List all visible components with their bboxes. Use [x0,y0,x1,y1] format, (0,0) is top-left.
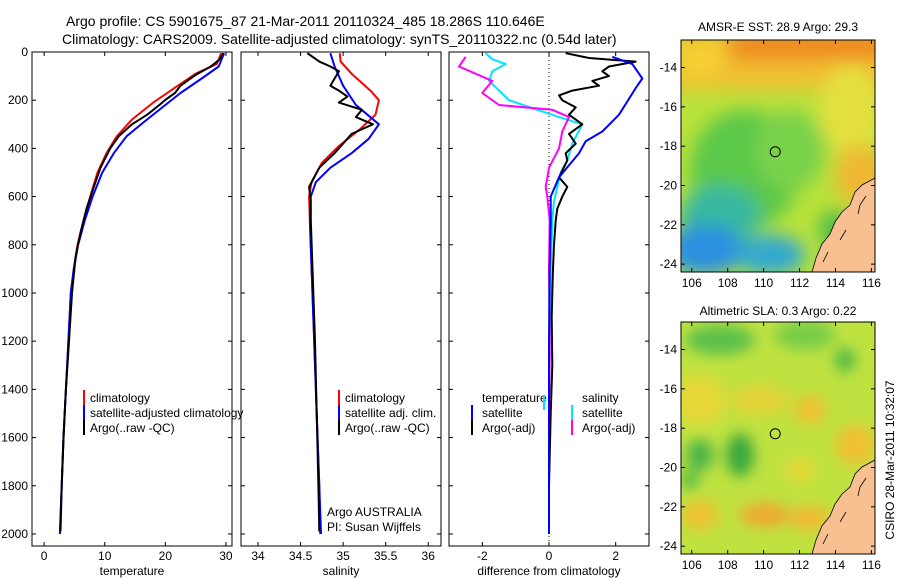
map-x-tick-label: 110 [754,558,773,572]
legend-label-argo: Argo(..raw -QC) [345,421,430,435]
series-line-satellite-adjusted-climatology [58,52,226,535]
x-tick-label: 10 [98,549,112,563]
argo-country-note: Argo AUSTRALIA [327,505,422,519]
temperature-panel: 0 10 20 30 0 200 400 600 800 1000 1200 1400 1600 1800… [1,45,233,578]
map-x-tick-label: 116 [862,276,881,290]
credit-timestamp: CSIRO 28-Mar-2011 10:32:07 [883,380,897,540]
map-y-tick-label: -22 [660,500,678,514]
map-y-tick-label: -20 [660,460,678,474]
x-tick-label: 34 [251,549,265,563]
legend-label-satellite: satellite-adjusted climatology [90,406,243,420]
map-x-tick-label: 112 [790,558,809,572]
x-tick-label: 20 [159,549,173,563]
legend-label-satellite: satellite adj. clim. [345,406,436,420]
legend-label-temp-satellite: satellite [482,406,523,420]
x-tick-label: -2 [477,549,488,563]
sla-coast-detail [822,477,867,545]
y-tick-label: 1000 [1,286,28,300]
map-x-tick-label: 108 [718,276,738,290]
legend-label-sal-argo: Argo(-adj) [582,421,635,435]
x-tick-label: 36 [422,549,436,563]
map-x-tick-label: 106 [682,558,702,572]
map-y-tick-label: -20 [660,178,678,192]
map-x-tick-label: 116 [862,558,881,572]
series-line-argo-raw-qc- [59,52,224,532]
plot-frame [31,51,233,547]
sla-map-axes: 106 108 110 112 114 116 -14 -16 -18 -20 -22 -24 [660,322,881,572]
y-tick-label: 1600 [1,431,28,445]
x-tick-label: 2 [612,549,619,563]
sst-argo-location-marker [769,146,781,158]
sla-field [681,322,875,530]
map-x-tick-label: 110 [754,276,773,290]
legend-label-argo: Argo(..raw -QC) [90,421,175,435]
map-y-tick-label: -14 [660,343,678,357]
map-y-tick-label: -24 [660,257,678,271]
pi-note: PI: Susan Wijffels [327,520,421,534]
legend-heading-temperature: temperature [482,391,547,405]
x-tick-label: 34.5 [289,549,313,563]
sst-map: AMSR-E SST: 28.9 Argo: 29.3 106 108 110 112… [660,20,882,290]
sst-map-frame [680,39,876,273]
y-tick-label: 800 [8,238,28,252]
series-line-temperature-argo-adj- [548,52,637,534]
figure-title-line1: Argo profile: CS 5901675_87 21-Mar-2011 … [66,13,545,29]
salinity-legend: climatology satellite adj. clim. Argo(..… [327,390,436,534]
sst-coast-detail [822,195,867,263]
salinity-panel: 34 34.5 35 35.5 36 salinity [240,51,442,578]
y-tick-label: 1400 [1,382,28,396]
map-x-tick-label: 106 [682,276,702,290]
y-tick-label: 0 [21,45,28,59]
series-line-argo-raw-qc- [306,52,374,532]
series-line-salinity-argo-adj- [548,55,644,534]
map-y-tick-label: -16 [660,382,678,396]
sst-map-axes: 106 108 110 112 114 116 -14 -16 -18 -20 -22 -24 [660,40,881,290]
difference-legend: temperature satellite Argo(-adj) salinit… [471,391,635,435]
map-x-tick-label: 108 [718,558,738,572]
map-y-tick-label: -22 [660,218,678,232]
series-line-temperature-satellite [485,52,584,534]
map-x-tick-label: 114 [826,276,845,290]
figure-title-line2: Climatology: CARS2009. Satellite-adjuste… [62,31,617,47]
sla-land [811,459,875,554]
sla-map: Altimetric SLA: 0.3 Argo: 0.22 [660,304,882,572]
map-y-tick-label: -14 [660,61,678,75]
x-tick-label: 35 [336,549,350,563]
legend-heading-salinity: salinity [582,391,619,405]
temperature-legend: climatology satellite-adjusted climatolo… [83,390,243,435]
map-y-tick-label: -24 [660,539,678,553]
sst-map-title: AMSR-E SST: 28.9 Argo: 29.3 [698,20,858,34]
y-tick-label: 400 [8,141,28,155]
map-y-tick-label: -18 [660,139,678,153]
x-axis-label: salinity [323,564,360,578]
map-x-tick-label: 114 [826,558,845,572]
sla-map-frame [680,321,876,555]
legend-label-climatology: climatology [345,391,405,405]
legend-label-sal-satellite: satellite [582,406,623,420]
x-axis-label: difference from climatology [477,564,620,578]
y-tick-label: 1200 [1,334,28,348]
y-tick-label: 2000 [1,527,28,541]
map-x-tick-label: 112 [790,276,809,290]
y-tick-label: 200 [8,93,28,107]
y-tick-label: 1800 [1,479,28,493]
map-y-tick-label: -16 [660,100,678,114]
legend-label-climatology: climatology [90,391,150,405]
legend-label-temp-argo: Argo(-adj) [482,421,535,435]
y-tick-label: 600 [8,190,28,204]
map-y-tick-label: -18 [660,421,678,435]
sst-land [811,177,875,272]
plot-frame [240,51,442,547]
x-axis-label: temperature [100,564,165,578]
x-tick-label: 35.5 [374,549,398,563]
x-tick-label: 30 [219,549,233,563]
x-tick-label: 0 [546,549,553,563]
sla-map-title: Altimetric SLA: 0.3 Argo: 0.22 [700,304,857,318]
sla-argo-location-marker [769,428,781,440]
x-tick-label: 0 [41,549,48,563]
